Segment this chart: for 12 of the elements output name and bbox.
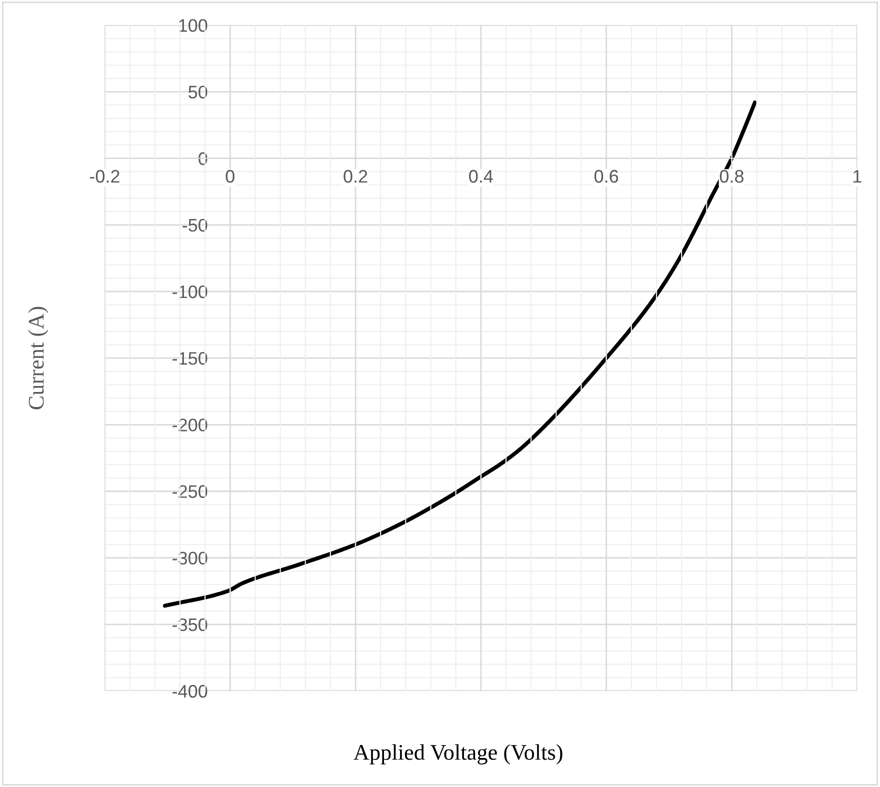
x-tick-label: 0.4 (469, 170, 493, 183)
x-tick-label: 0.2 (344, 170, 368, 183)
y-tick-label: -50 (182, 218, 208, 232)
x-axis-title: Applied Voltage (Volts) (354, 744, 562, 764)
y-tick-label: 100 (179, 19, 208, 32)
x-tick-label: 0 (226, 170, 234, 183)
x-tick-label: -0.2 (90, 170, 120, 183)
x-tick-label: 0.8 (720, 170, 744, 183)
y-tick-label: -400 (172, 684, 208, 698)
x-tick-label: 0.6 (594, 170, 618, 183)
y-axis-title: Current (A) (28, 306, 48, 410)
x-tick-label: 1 (853, 170, 862, 183)
